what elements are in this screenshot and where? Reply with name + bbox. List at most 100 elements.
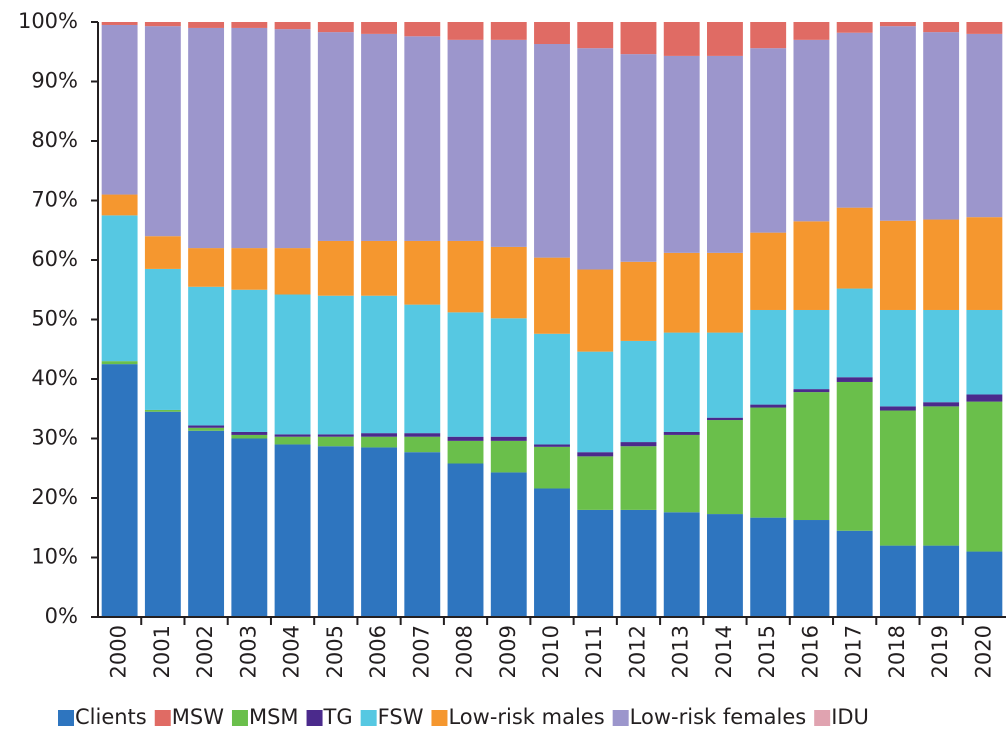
bar-segment [361,447,397,617]
bar-segment [274,444,311,617]
bar-segment [101,364,138,617]
bar-segment [188,425,225,428]
bar-segment [577,22,614,49]
bar-segment [447,39,484,241]
legend-swatch [154,710,171,726]
bar-segment [144,236,181,269]
bar-segment [663,434,700,513]
bar-segment [577,456,614,510]
bar-segment [793,39,830,222]
bar-segment [188,427,225,431]
bar-segment [836,22,873,33]
bar-segment [188,430,225,617]
bar-segment [144,409,181,412]
legend-swatch [306,710,323,726]
legend-swatch [231,710,248,726]
x-tick-label: 2011 [582,625,606,678]
bar-segment [923,402,960,407]
bar-segment [750,407,787,518]
bar-segment [317,295,354,435]
x-tick-label: 2009 [496,625,520,678]
x-tick-label: 2012 [625,625,649,678]
bar-segment [923,406,960,546]
bar-segment [447,22,484,40]
bar-segment [317,446,354,617]
bar-segment [101,194,138,216]
legend-swatch [360,710,377,726]
bar-segment [836,530,873,617]
x-tick-label: 2005 [323,625,347,678]
bar-segment [750,404,787,408]
legend-swatch [814,710,831,726]
y-tick-label: 80% [31,128,78,152]
x-tick-label: 2001 [150,625,174,678]
x-tick-label: 2020 [971,625,995,678]
bar-segment [707,55,743,253]
bar-segment [361,22,397,34]
bar-segment [231,27,268,249]
bar-segment [490,472,527,617]
x-tick-label: 2013 [669,625,693,678]
bar-segment [620,509,657,617]
bar-segment [879,545,916,617]
bar-segment [447,240,484,313]
bar-segment [879,309,916,407]
bar-segment [577,452,614,457]
bar-segment [404,304,441,434]
bar-segment [404,433,441,437]
bar-segment [577,351,614,453]
bar-segment [490,318,527,437]
bar-segment [101,22,138,25]
bar-segment [534,257,570,334]
bar-segment [534,444,570,447]
y-tick-label: 60% [31,247,78,271]
bar-segment [447,436,484,441]
bar-segment [966,394,1003,402]
y-tick-label: 10% [31,545,78,569]
legend-swatch [431,710,448,726]
legend-label: Clients [75,705,147,729]
bar-segment [750,309,787,405]
bar-segment [490,22,527,40]
bar-segment [793,520,830,617]
bar-segment [144,26,181,237]
bar-segment [490,246,527,319]
bar-segment [534,446,570,489]
bar-segment [879,220,916,310]
bar-segment [274,22,311,30]
bar-segment [534,333,570,445]
bar-segment [966,401,1003,552]
x-tick-label: 2006 [366,625,390,678]
bar-segment [707,417,743,421]
bar-segment [966,33,1003,218]
bar-segment [836,32,873,208]
bar-segment [707,22,743,56]
bar-segment [923,545,960,617]
bar-segment [663,55,700,253]
bar-segment [620,261,657,341]
x-tick-label: 2019 [928,625,952,678]
bar-segment [274,248,311,295]
bar-segment [923,219,960,310]
bar-segment [188,27,225,249]
bar-segment [966,309,1003,395]
bar-segment [101,24,138,195]
x-tick-label: 2016 [798,625,822,678]
bar-segment [274,29,311,249]
bar-segment [620,54,657,262]
bar-segment [793,22,830,40]
bar-segment [144,22,181,27]
bar-segment [707,252,743,333]
bar-segment [274,434,311,437]
bar-segment [490,440,527,473]
bar-segment [620,340,657,443]
bar-segment [231,22,268,28]
bar-segment [879,26,916,221]
x-tick-label: 2000 [107,625,131,678]
x-tick-label: 2007 [409,625,433,678]
bar-segment [836,377,873,382]
bar-segment [923,309,960,403]
bar-segment [188,248,225,287]
y-tick-label: 0% [45,604,78,628]
bar-segment [188,22,225,28]
